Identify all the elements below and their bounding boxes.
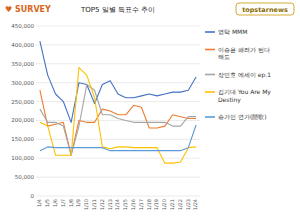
legend-entry: 영탁 MMM xyxy=(218,28,247,35)
grid-line xyxy=(36,177,200,178)
y-tick-label: 100,000 xyxy=(11,155,34,161)
legend-line: 해도 xyxy=(218,53,230,60)
grid-line xyxy=(36,120,200,121)
annotation: topstarnews xyxy=(242,6,288,14)
annotation-badge xyxy=(236,3,294,15)
legend-entry: 장민호 에세이 ep.1 xyxy=(218,71,271,79)
x-tick-label: 1/5 xyxy=(44,199,50,207)
legend-line: 장민호 에세이 ep.1 xyxy=(218,71,271,79)
y-tick-label: 250,000 xyxy=(11,99,34,105)
series-line xyxy=(40,125,196,151)
x-tick-label: 1/19 xyxy=(153,199,159,210)
chart: ♥ SURVEY TOP5 일별 득표수 추이 topstarnews 0 50,000… xyxy=(0,0,300,217)
x-tick-label: 1/16 xyxy=(130,199,136,210)
y-tick-label: 300,000 xyxy=(11,80,34,86)
legend-entry: 이승윤 패려가 된다해도 xyxy=(218,46,270,61)
y-tick-label: 450,000 xyxy=(11,23,34,29)
legend-entry: 송가인 연가(戀歌) xyxy=(218,113,267,120)
grid-line xyxy=(36,158,200,159)
legend-swatch xyxy=(205,91,215,93)
legend-swatch xyxy=(205,49,215,51)
y-tick-label: 150,000 xyxy=(11,136,34,142)
x-tick-label: 1/14 xyxy=(114,199,120,210)
x-tick-label: 1/15 xyxy=(122,199,128,210)
x-tick-label: 1/24 xyxy=(192,199,198,210)
x-tick-label: 1/20 xyxy=(161,199,167,210)
x-tick-label: 1/11 xyxy=(91,199,97,210)
x-tick-label: 1/22 xyxy=(177,199,183,210)
series-line xyxy=(40,41,196,122)
annotation: ♥ SURVEY xyxy=(5,5,51,14)
legend-line: 영탁 MMM xyxy=(218,28,247,35)
grid-line xyxy=(36,44,200,45)
grid-line xyxy=(36,82,200,83)
legend-swatch xyxy=(205,31,215,33)
y-tick-label: 200,000 xyxy=(11,117,34,123)
y-tick-label: 400,000 xyxy=(11,42,34,48)
x-tick-label: 1/23 xyxy=(185,199,191,210)
plot-area xyxy=(40,41,196,163)
series-line xyxy=(40,85,196,156)
legend-line: 송가인 연가(戀歌) xyxy=(218,113,267,120)
legend-line: 이승윤 패려가 된다 xyxy=(218,46,270,53)
x-tick-label: 1/13 xyxy=(107,199,113,210)
title: TOP5 일별 득표수 추이 xyxy=(80,6,155,14)
series-line xyxy=(40,90,196,155)
x-tick-label: 1/12 xyxy=(99,199,105,210)
x-tick-label: 1/6 xyxy=(52,199,58,207)
x-tick-label: 1/7 xyxy=(60,199,66,207)
legend-swatch xyxy=(205,74,215,76)
x-tick-label: 1/10 xyxy=(83,199,89,210)
x-tick-label: 1/17 xyxy=(138,199,144,210)
y-tick-label: 350,000 xyxy=(11,61,34,67)
y-tick-label: 50,000 xyxy=(15,174,35,180)
series-line xyxy=(40,68,196,164)
grid-line xyxy=(36,139,200,140)
grid-line xyxy=(36,26,200,27)
grid-line xyxy=(36,196,200,197)
legend-swatch xyxy=(205,116,215,118)
grid-line xyxy=(36,101,200,102)
x-tick-label: 1/4 xyxy=(36,199,42,207)
x-tick-label: 1/18 xyxy=(146,199,152,210)
legend-line: Destiny xyxy=(218,96,241,104)
x-tick-label: 1/8 xyxy=(68,199,74,207)
x-tick-label: 1/9 xyxy=(75,199,81,207)
grid-line xyxy=(36,63,200,64)
x-tick-label: 1/21 xyxy=(169,199,175,210)
legend-entry: 김기대 You Are MyDestiny xyxy=(218,88,271,104)
y-tick-label: 0 xyxy=(31,193,35,199)
